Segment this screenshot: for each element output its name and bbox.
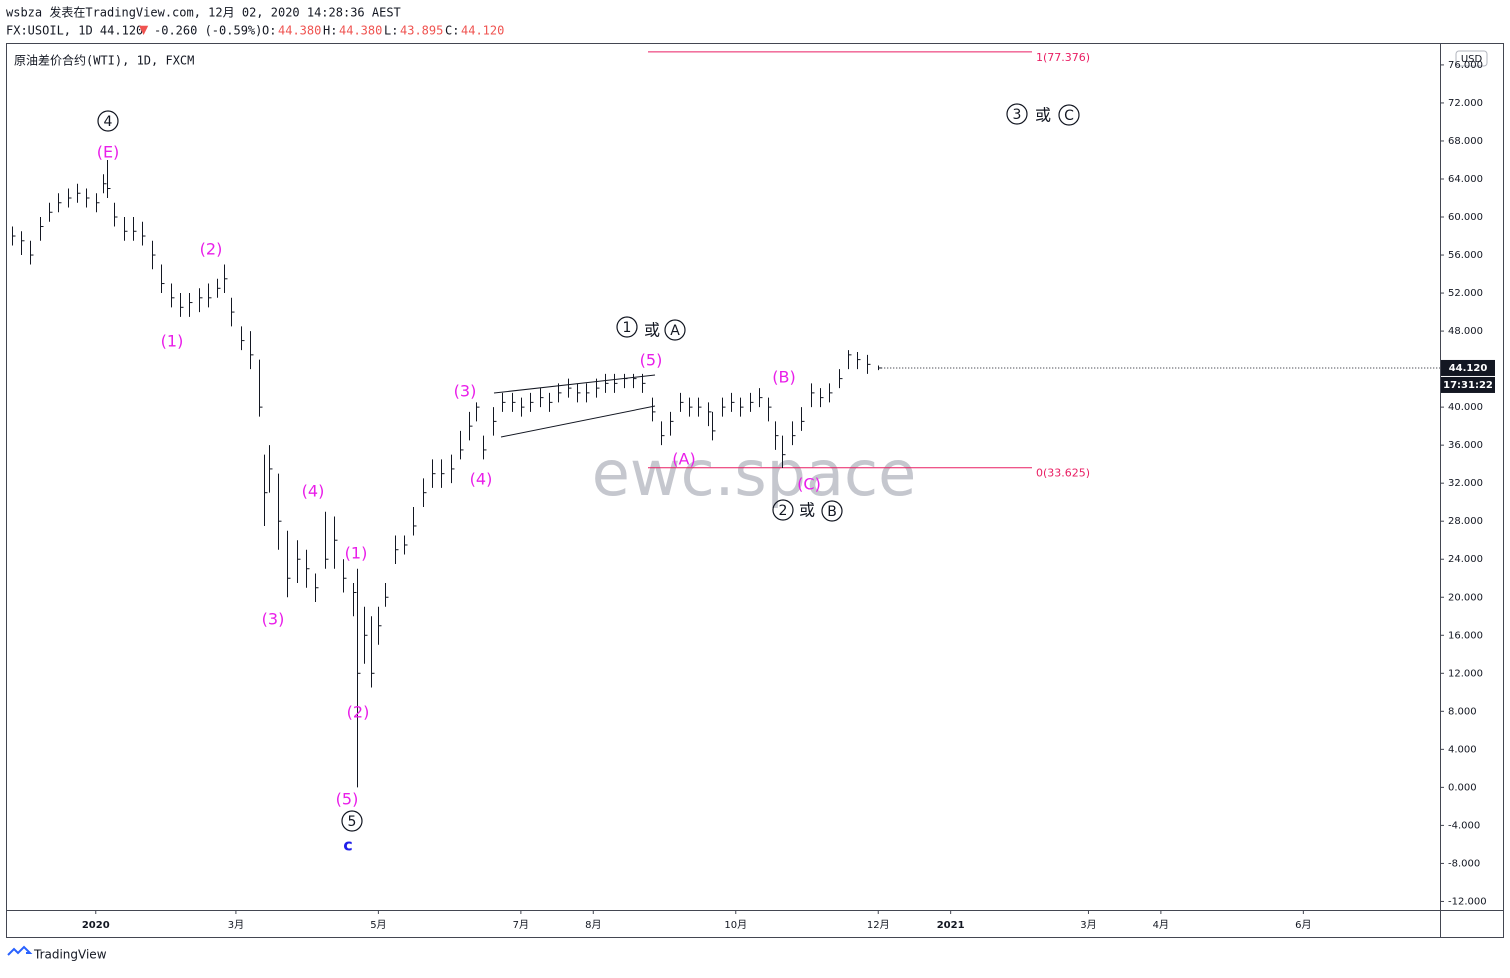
y-tick-label: 8.000 <box>1448 706 1477 717</box>
y-tick-label: -4.000 <box>1448 820 1480 831</box>
x-tick-label: 6月 <box>1295 919 1311 931</box>
currency-box <box>1455 50 1488 67</box>
y-tick-label: 20.000 <box>1448 592 1483 603</box>
countdown-box <box>1441 376 1495 393</box>
change-arrow: ▼ <box>139 23 149 37</box>
y-tick-label: 32.000 <box>1448 478 1483 489</box>
wave-label: (4) <box>302 482 325 501</box>
y-tick-label: 12.000 <box>1448 668 1483 679</box>
y-tick-label: 16.000 <box>1448 630 1483 641</box>
y-tick-label: 0.000 <box>1448 782 1477 793</box>
x-tick-label: 10月 <box>724 919 747 931</box>
wave-circle <box>341 810 363 832</box>
logo-icon <box>7 945 33 956</box>
y-tick-label: 4.000 <box>1448 744 1477 755</box>
x-tick-label: 5月 <box>370 919 386 931</box>
y-tick-label: 68.000 <box>1448 136 1483 147</box>
wave-label: (4) <box>470 470 493 489</box>
y-tick-label: 76.000 <box>1448 60 1483 71</box>
close-label: C: <box>445 24 459 38</box>
wave-label: (E) <box>97 143 120 162</box>
wave-circle <box>97 110 119 132</box>
wave-label-circled: 3 <box>1013 107 1022 123</box>
last-price-box <box>1441 359 1495 376</box>
wave-label: (5) <box>640 351 663 370</box>
wave-label: (2) <box>347 703 370 722</box>
y-tick-label: 52.000 <box>1448 288 1483 299</box>
wave-label-circled: B <box>827 504 837 520</box>
frame <box>6 43 1504 938</box>
x-tick-label: 12月 <box>867 919 890 931</box>
wedge-lower <box>500 405 656 438</box>
wave-label: (3) <box>262 610 285 629</box>
low-label: L: <box>384 24 398 38</box>
y-tick-label: 24.000 <box>1448 554 1483 565</box>
wave-label: (1) <box>345 544 368 563</box>
wave-label: 或 <box>1035 106 1051 125</box>
y-tick-label: -8.000 <box>1448 858 1480 869</box>
x-tick-label: 3月 <box>228 919 244 931</box>
x-tick-label: 7月 <box>513 919 529 931</box>
y-tick-label: -12.000 <box>1448 896 1487 907</box>
wave-label: 或 <box>644 321 660 340</box>
wave-label: (2) <box>200 240 223 259</box>
y-tick-label: 40.000 <box>1448 402 1483 413</box>
chart-title: 原油差价合约(WTI), 1D, FXCM <box>14 53 194 68</box>
wave-label: c <box>343 836 352 855</box>
wave-label: (B) <box>772 368 795 387</box>
wave-label-circled: A <box>670 323 680 339</box>
wave-label-circled: 5 <box>348 814 357 830</box>
open: 44.380 <box>278 24 321 38</box>
wave-label: (A) <box>672 450 695 469</box>
wave-label-circled: 1 <box>623 320 632 336</box>
y-tick-label: 56.000 <box>1448 250 1483 261</box>
wave-label: (5) <box>336 790 359 809</box>
brand: TradingView <box>33 948 107 962</box>
low: 43.895 <box>400 24 443 38</box>
y-tick-label: 28.000 <box>1448 516 1483 527</box>
change: -0.260 (-0.59%) <box>154 24 262 38</box>
last-price: 44.120 <box>1449 363 1488 374</box>
wave-circle <box>772 499 794 521</box>
y-tick-label: 64.000 <box>1448 174 1483 185</box>
symbol: FX:USOIL, 1D 44.120 <box>6 24 143 38</box>
high-label: H: <box>323 24 337 38</box>
wave-label: 或 <box>799 501 815 520</box>
wave-label-circled: 2 <box>779 503 788 519</box>
wave-circle <box>616 316 638 338</box>
y-tick-label: 36.000 <box>1448 440 1483 451</box>
wave-circle <box>664 319 686 341</box>
x-tick-label: 2020 <box>82 920 110 931</box>
high: 44.380 <box>339 24 382 38</box>
y-tick-label: 72.000 <box>1448 98 1483 109</box>
author-line: wsbza 发表在TradingView.com, 12月 02, 2020 1… <box>6 5 401 20</box>
open-label: O: <box>262 24 276 38</box>
fib-label: 1(77.376) <box>1036 51 1090 64</box>
fib-label: 0(33.625) <box>1036 467 1090 480</box>
y-tick-label: 60.000 <box>1448 212 1483 223</box>
wave-label: (1) <box>161 332 184 351</box>
countdown: 17:31:22 <box>1443 380 1493 391</box>
wave-label-circled: 4 <box>104 114 113 130</box>
wedge-upper <box>493 374 656 394</box>
wave-circle <box>1058 104 1080 126</box>
wave-label: (3) <box>454 382 477 401</box>
watermark: ewc.space <box>592 437 917 510</box>
close: 44.120 <box>461 24 504 38</box>
x-tick-label: 4月 <box>1153 919 1169 931</box>
currency: USD <box>1461 54 1483 65</box>
y-tick-label: 48.000 <box>1448 326 1483 337</box>
wave-label: (C) <box>797 475 821 494</box>
x-tick-label: 2021 <box>937 920 965 931</box>
wave-circle <box>821 500 843 522</box>
x-tick-label: 8月 <box>585 919 601 931</box>
wave-circle <box>1006 103 1028 125</box>
x-tick-label: 3月 <box>1080 919 1096 931</box>
wave-label-circled: C <box>1064 108 1074 124</box>
